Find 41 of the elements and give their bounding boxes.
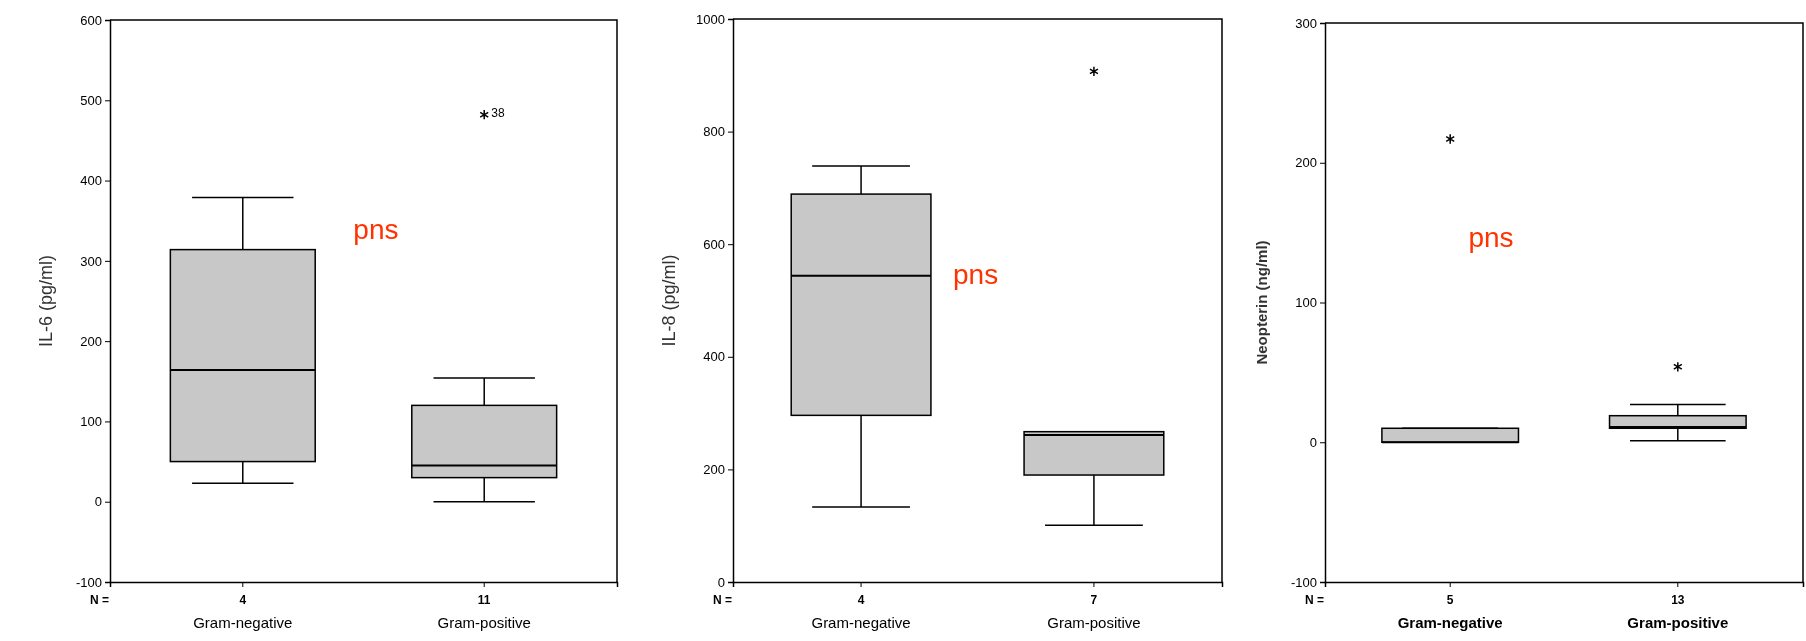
y-axis-title: IL-8 (pg/ml) bbox=[659, 254, 679, 347]
x-tick-label: Gram-negative bbox=[811, 613, 911, 631]
text: 7 bbox=[1090, 593, 1098, 607]
y-tick-label: 300 bbox=[1295, 15, 1317, 31]
y-tick-label: 200 bbox=[703, 462, 725, 478]
x-tick-label: Gram-positive bbox=[437, 613, 531, 631]
x-tick-label: Gram-negative bbox=[193, 613, 293, 631]
y-tick-label: 0 bbox=[94, 494, 102, 510]
text: N = bbox=[1305, 593, 1325, 607]
y-tick-label: 400 bbox=[80, 173, 102, 189]
y-tick-label: 200 bbox=[80, 333, 102, 349]
text: 11 bbox=[477, 593, 491, 607]
y-tick-label: 300 bbox=[80, 253, 102, 269]
annotation: pns bbox=[1468, 221, 1514, 253]
y-tick-label: 100 bbox=[80, 414, 102, 430]
text: 4 bbox=[857, 593, 865, 607]
y-axis-title: IL-6 (pg/ml) bbox=[36, 254, 56, 348]
y-tick-label: 0 bbox=[1309, 434, 1317, 450]
y-tick-label: 600 bbox=[703, 236, 725, 252]
x-tick-label: Gram-positive bbox=[1627, 613, 1729, 631]
y-tick-label: 100 bbox=[1295, 295, 1317, 311]
text: N = bbox=[90, 593, 110, 607]
y-axis-title: Neopterin (ng/ml) bbox=[1253, 240, 1270, 365]
annotation: 38 bbox=[491, 105, 505, 120]
y-tick-label: -100 bbox=[75, 574, 102, 590]
y-tick-label: 200 bbox=[1295, 155, 1317, 171]
text: 4 bbox=[239, 593, 247, 607]
y-tick-label: 0 bbox=[717, 574, 725, 590]
y-tick-label: 500 bbox=[80, 92, 102, 108]
y-tick-label: 1000 bbox=[696, 11, 725, 27]
y-tick-label: 400 bbox=[703, 349, 725, 365]
text: 5 bbox=[1446, 593, 1454, 607]
text: 13 bbox=[1671, 593, 1685, 607]
text: N = bbox=[713, 593, 733, 607]
x-tick-label: Gram-negative bbox=[1397, 613, 1503, 631]
annotation: pns bbox=[353, 214, 399, 246]
y-tick-label: 800 bbox=[703, 124, 725, 140]
y-tick-label: 600 bbox=[80, 12, 102, 28]
y-tick-label: -100 bbox=[1290, 574, 1317, 590]
annotation: pns bbox=[953, 258, 999, 290]
x-tick-label: Gram-positive bbox=[1047, 613, 1141, 631]
